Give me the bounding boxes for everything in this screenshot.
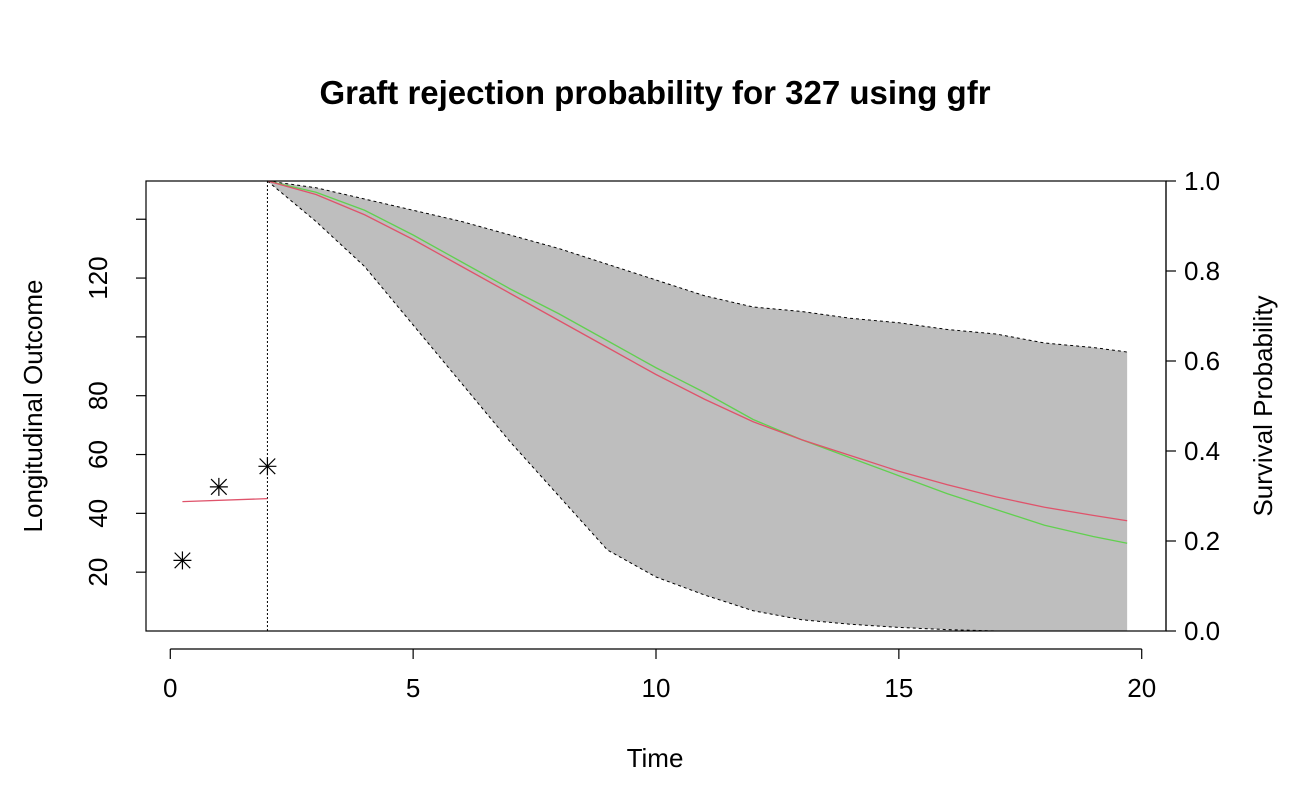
- confidence-band-layer: [267, 180, 1128, 632]
- y-right-tick-label: 1.0: [1184, 166, 1220, 196]
- band-upper-edge: [267, 180, 1128, 353]
- y-right-tick-label: 0.4: [1184, 436, 1220, 466]
- observed-point: [258, 457, 277, 476]
- confidence-band: [267, 181, 1128, 631]
- observed-point: [209, 477, 228, 496]
- y-right-tick-label: 0.8: [1184, 256, 1220, 286]
- y-right-tick-label: 0.2: [1184, 526, 1220, 556]
- y-left-tick-label: 40: [83, 499, 113, 528]
- x-tick-label: 20: [1127, 673, 1156, 703]
- fitted-longitudinal-line: [182, 497, 268, 503]
- y-axis-right: 0.0 0.2 0.4 0.6 0.8 1.0: [1165, 166, 1220, 646]
- x-tick-label: 10: [642, 673, 671, 703]
- chart-title: Graft rejection probability for 327 usin…: [319, 74, 990, 111]
- y-left-tick-label: 120: [83, 256, 113, 299]
- band-lower-edge: [267, 180, 1128, 632]
- y-left-tick-label: 60: [83, 440, 113, 469]
- survival-lines-layer: [267, 180, 1128, 544]
- y-axis-left-label: Longitudinal Outcome: [18, 280, 48, 533]
- y-left-tick-label: 20: [83, 558, 113, 587]
- y-axis-right-label: Survival Probability: [1248, 295, 1278, 516]
- x-axis-label: Time: [627, 743, 684, 773]
- observed-point: [173, 551, 192, 570]
- survival-median-line: [267, 180, 1128, 544]
- x-axis: 0 5 10 15 20: [163, 648, 1156, 703]
- x-tick-label: 15: [884, 673, 913, 703]
- x-tick-label: 0: [163, 673, 177, 703]
- y-right-tick-label: 0.6: [1184, 346, 1220, 376]
- y-right-tick-label: 0.0: [1184, 616, 1220, 646]
- x-tick-label: 5: [406, 673, 420, 703]
- longitudinal-layer: [173, 181, 277, 631]
- y-axis-left: 20 40 60 80 120: [83, 218, 147, 587]
- y-left-tick-label: 80: [83, 381, 113, 410]
- survival-mean-line: [267, 180, 1128, 522]
